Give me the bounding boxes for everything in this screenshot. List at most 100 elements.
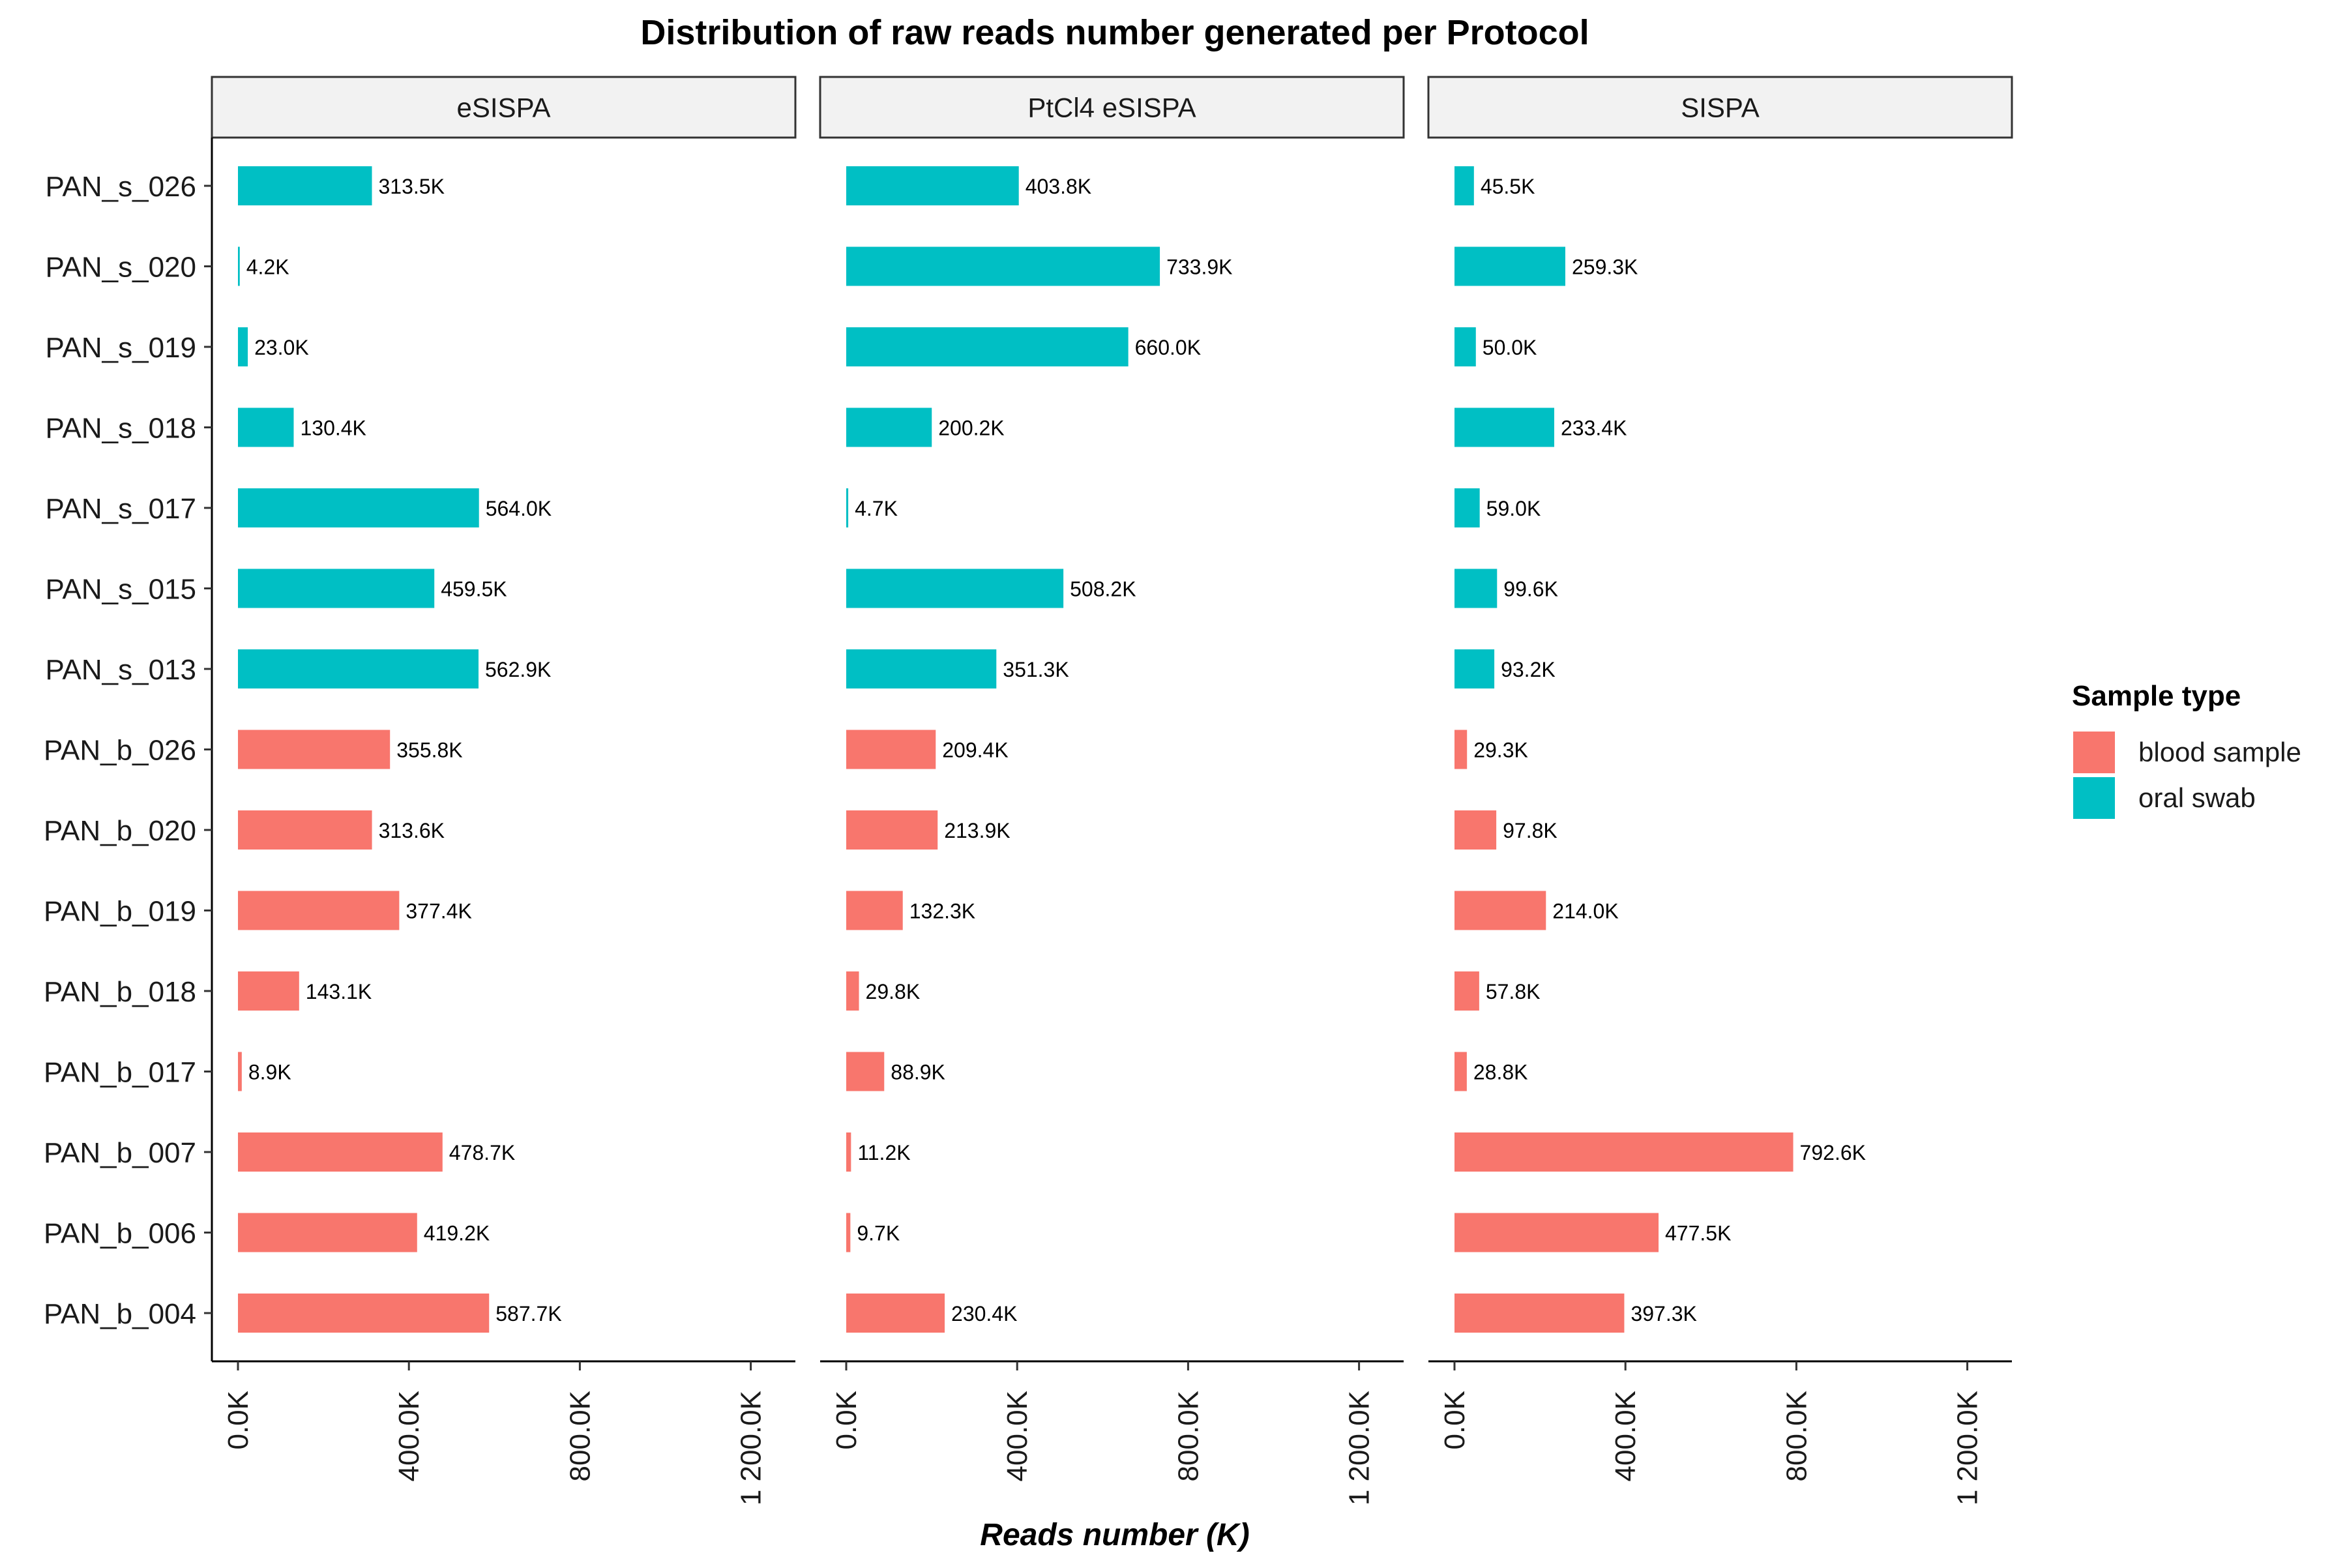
bar-pan_s_017	[238, 488, 479, 527]
bar-pan_b_007	[1454, 1132, 1793, 1172]
bar-pan_b_004	[1454, 1294, 1625, 1333]
y-tick-label: PAN_s_018	[45, 413, 196, 445]
bar-pan_b_019	[238, 891, 400, 930]
legend-key-oral-swab	[2073, 777, 2115, 819]
bar-value-label: 130.4K	[300, 417, 366, 440]
chart-title: Distribution of raw reads number generat…	[640, 13, 1589, 52]
bar-value-label: 419.2K	[424, 1222, 490, 1245]
bar-pan_b_004	[238, 1294, 490, 1333]
bar-value-label: 259.3K	[1572, 256, 1638, 279]
bar-pan_b_017	[846, 1052, 885, 1091]
bar-value-label: 562.9K	[485, 658, 551, 681]
bar-pan_b_020	[238, 810, 372, 850]
bar-value-label: 59.0K	[1486, 497, 1541, 520]
bar-pan_s_017	[1454, 488, 1480, 527]
bar-value-label: 508.2K	[1070, 578, 1136, 601]
legend: Sample type blood sample oral swab	[2072, 680, 2301, 819]
bar-value-label: 564.0K	[486, 497, 552, 520]
bar-pan_s_019	[1454, 327, 1476, 366]
bar-value-label: 459.5K	[441, 578, 507, 601]
bar-pan_s_018	[238, 407, 294, 447]
bar-pan_b_018	[238, 971, 299, 1011]
bar-value-label: 50.0K	[1483, 336, 1537, 359]
bar-pan_s_026	[846, 166, 1019, 205]
bar-value-label: 9.7K	[857, 1222, 900, 1245]
bar-value-label: 355.8K	[396, 739, 462, 762]
panel-ptcl4-esispa: PtCl4 eSISPA 0.0K 400.0K 800.0K 1 200.0K 403.…	[819, 76, 1405, 1505]
bar-value-label: 93.2K	[1501, 658, 1556, 681]
bar-pan_b_019	[846, 891, 903, 930]
bar-value-label: 587.7K	[495, 1302, 561, 1325]
bar-pan_s_019	[238, 327, 248, 366]
bar-pan_b_007	[238, 1132, 443, 1172]
bar-pan_s_015	[238, 569, 435, 608]
bar-value-label: 477.5K	[1665, 1222, 1731, 1245]
bar-value-label: 4.7K	[855, 497, 898, 520]
y-tick-label: PAN_b_026	[44, 735, 196, 767]
bar-pan_b_004	[846, 1294, 945, 1333]
bar-pan_s_015	[1454, 569, 1498, 608]
bar-pan_b_026	[238, 730, 391, 769]
bar-pan_b_018	[1454, 971, 1479, 1011]
x-tick-label: 400.0K	[1001, 1391, 1033, 1481]
x-tick-label: 800.0K	[1780, 1391, 1812, 1481]
panel-strip	[819, 76, 1405, 139]
bar-value-label: 29.3K	[1473, 739, 1528, 762]
bar-pan_s_015	[846, 569, 1064, 608]
bar-pan_b_017	[1454, 1052, 1467, 1091]
bar-value-label: 45.5K	[1481, 175, 1535, 198]
bar-value-label: 313.5K	[378, 175, 444, 198]
bar-value-label: 143.1K	[306, 980, 372, 1003]
bar-pan_s_018	[846, 407, 932, 447]
y-tick-label: PAN_b_017	[44, 1057, 196, 1089]
panel-strip	[1427, 76, 2013, 139]
bar-pan_s_013	[1454, 649, 1495, 688]
x-tick-label: 0.0K	[1439, 1391, 1471, 1450]
bar-pan_b_006	[846, 1213, 851, 1252]
y-tick-label: PAN_b_020	[44, 815, 196, 847]
bar-value-label: 28.8K	[1473, 1061, 1528, 1084]
bar-pan_s_020	[846, 246, 1160, 286]
x-tick-label: 400.0K	[393, 1391, 425, 1481]
bar-pan_b_018	[846, 971, 859, 1011]
bar-pan_s_020	[238, 246, 240, 286]
bar-value-label: 313.6K	[379, 819, 445, 842]
x-tick-label: 800.0K	[1172, 1391, 1204, 1481]
bar-pan_b_006	[238, 1213, 417, 1252]
bar-value-label: 377.4K	[406, 900, 471, 923]
bar-pan_s_019	[846, 327, 1129, 366]
x-axis-label: Reads number (K)	[980, 1518, 1249, 1552]
bar-pan_b_019	[1454, 891, 1546, 930]
y-tick-label: PAN_b_004	[44, 1298, 196, 1330]
bar-pan_b_007	[846, 1132, 851, 1172]
y-tick-label: PAN_b_018	[44, 976, 196, 1008]
panel-esispa: eSISPA 0.0K 400.0K 800.0K 1 200.0K 313.5K 4.2K…	[211, 76, 797, 1505]
bar-value-label: 230.4K	[951, 1302, 1017, 1325]
bar-value-label: 11.2K	[857, 1141, 910, 1164]
bar-pan_s_013	[238, 649, 479, 688]
bar-value-label: 478.7K	[449, 1141, 515, 1164]
bar-pan_s_013	[846, 649, 997, 688]
y-tick-label: PAN_b_006	[44, 1218, 196, 1250]
bar-value-label: 57.8K	[1486, 980, 1541, 1003]
y-tick-label: PAN_s_019	[45, 332, 196, 364]
bar-value-label: 403.8K	[1026, 175, 1091, 198]
bar-value-label: 792.6K	[1800, 1141, 1866, 1164]
x-tick-label: 800.0K	[564, 1391, 596, 1481]
y-tick-label: PAN_s_013	[45, 654, 196, 686]
bar-value-label: 132.3K	[909, 900, 975, 923]
y-tick-label: PAN_b_007	[44, 1137, 196, 1169]
bar-value-label: 213.9K	[944, 819, 1010, 842]
y-tick-label: PAN_s_017	[45, 493, 196, 525]
bar-pan_s_026	[1454, 166, 1474, 205]
bar-pan_s_026	[238, 166, 372, 205]
bar-pan_s_020	[1454, 246, 1565, 286]
x-tick-label: 1 200.0K	[1344, 1391, 1376, 1505]
bar-value-label: 29.8K	[866, 980, 921, 1003]
bar-value-label: 351.3K	[1003, 658, 1069, 681]
x-tick-label: 1 200.0K	[1952, 1391, 1984, 1505]
bar-value-label: 8.9K	[248, 1061, 291, 1084]
bar-value-label: 214.0K	[1552, 900, 1618, 923]
bar-value-label: 233.4K	[1561, 417, 1627, 440]
